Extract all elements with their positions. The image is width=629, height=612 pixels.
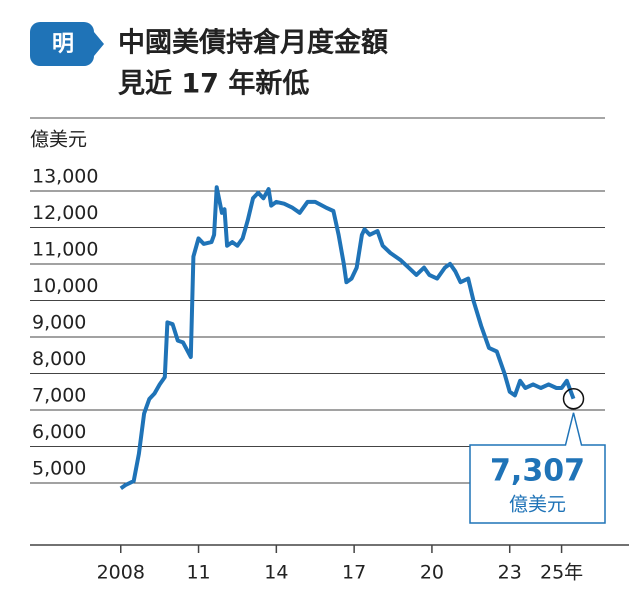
y-tick-label: 12,000 [32, 202, 98, 224]
y-tick-label: 8,000 [32, 348, 86, 370]
data-line [119, 185, 576, 491]
y-tick-label: 7,000 [32, 384, 86, 406]
chart-title: 中國美債持倉月度金額 [118, 27, 388, 59]
y-tick-label: 5,000 [32, 457, 86, 479]
x-tick-label: 14 [264, 562, 288, 584]
x-tick-label: 17 [342, 562, 366, 584]
y-tick-label: 11,000 [32, 238, 98, 260]
x-tick-label: 2008 [97, 562, 145, 584]
y-tick-label: 13,000 [32, 165, 98, 187]
y-tick-label: 9,000 [32, 311, 86, 333]
logo-text: 明 [52, 32, 74, 57]
annotation-value: 7,307 [490, 454, 585, 489]
y-tick-label: 6,000 [32, 421, 86, 443]
annotation-unit: 億美元 [509, 494, 566, 516]
x-tick-label: 25年 [540, 562, 583, 584]
end-marker [562, 387, 585, 410]
y-axis-label: 億美元 [30, 129, 87, 151]
logo-badge [30, 22, 104, 66]
x-tick-label: 11 [186, 562, 210, 584]
y-tick-label: 10,000 [32, 275, 98, 297]
callout-box [469, 412, 606, 524]
x-tick-label: 20 [420, 562, 444, 584]
chart-subtitle: 見近 17 年新低 [118, 68, 309, 100]
x-tick-label: 23 [498, 562, 522, 584]
